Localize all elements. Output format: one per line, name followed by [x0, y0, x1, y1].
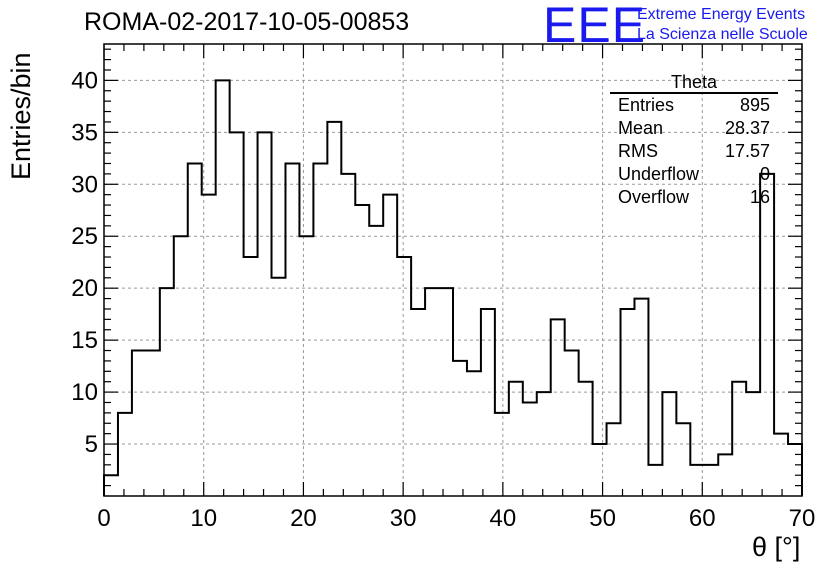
histogram-bin: [676, 423, 690, 496]
x-axis-label: θ [°]: [752, 532, 801, 562]
stats-value: 28.37: [724, 118, 770, 138]
histogram-bin: [146, 351, 160, 496]
y-tick-label: 25: [71, 223, 98, 250]
stats-box: Theta Entries 895 Mean 28.37 RMS 17.57 U…: [610, 72, 778, 209]
histogram-bin: [244, 257, 258, 496]
histogram-bin: [495, 413, 509, 496]
y-tick-label: 30: [71, 171, 98, 198]
histogram-bin: [272, 278, 286, 496]
histogram-bin: [174, 236, 188, 496]
stats-label: Overflow: [618, 187, 690, 207]
x-tick-label: 0: [97, 505, 110, 532]
stats-row-underflow: Underflow 0: [610, 163, 778, 186]
histogram-bin: [258, 132, 272, 496]
x-tick-label: 70: [789, 505, 816, 532]
stats-label: RMS: [618, 141, 658, 161]
stats-title: Theta: [610, 72, 778, 94]
x-tick-label: 10: [190, 505, 217, 532]
histogram-bin: [188, 163, 202, 496]
histogram-bin: [327, 122, 341, 496]
x-tick-label: 20: [290, 505, 317, 532]
stats-label: Mean: [618, 118, 664, 138]
histogram-bin: [760, 174, 774, 496]
x-axis-ticks: 0 10 20 30 40 50 60 70: [97, 44, 815, 532]
x-tick-label: 50: [589, 505, 616, 532]
histogram-bin: [355, 205, 369, 496]
histogram-bin: [565, 351, 579, 496]
stats-row-overflow: Overflow 16: [610, 186, 778, 209]
stats-value: 16: [749, 187, 770, 207]
stats-value: 17.57: [724, 141, 770, 161]
histogram-bin: [788, 444, 802, 496]
histogram-bin: [397, 257, 411, 496]
y-axis-ticks: 5 10 15 20 25 30 35 40: [71, 48, 802, 487]
histogram-bin: [285, 163, 299, 496]
histogram-bin: [313, 163, 327, 496]
logo-subtitle-1: Extreme Energy Events: [637, 6, 806, 23]
histogram-bin: [509, 382, 523, 496]
plot-frame: [103, 43, 803, 497]
stats-value: 895: [739, 95, 770, 115]
histogram-bin: [299, 236, 313, 496]
histogram-bin: [481, 309, 495, 496]
axes: [103, 43, 803, 497]
y-tick-label: 20: [71, 275, 98, 302]
stats-label: Underflow: [618, 164, 700, 184]
histogram-bin: [453, 361, 467, 496]
histogram-bin: [369, 226, 383, 496]
y-tick-label: 40: [71, 67, 98, 94]
histogram-outline: [103, 79, 803, 496]
stats-value: 0: [759, 164, 770, 184]
histogram-bin: [704, 465, 718, 496]
x-tick-label: 40: [490, 505, 517, 532]
histogram-bin: [732, 382, 746, 496]
histogram-bin: [383, 195, 397, 496]
logo-subtitle-2: La Scienza nelle Scuole: [637, 26, 808, 43]
histogram-bin: [230, 132, 244, 496]
chart-title: ROMA-02-2017-10-05-00853: [84, 8, 410, 36]
histogram-bin: [411, 309, 425, 496]
y-tick-label: 35: [71, 119, 98, 146]
stats-row-rms: RMS 17.57: [610, 140, 778, 163]
eee-logo: EEE: [543, 0, 647, 53]
histogram-bin: [467, 371, 481, 496]
histogram-bin: [523, 402, 537, 496]
histogram-bin: [621, 309, 635, 496]
histogram-bin: [774, 434, 788, 496]
y-axis-label: Entries/bin: [6, 52, 36, 180]
histogram-bin: [341, 174, 355, 496]
histogram-bin: [216, 80, 230, 496]
histogram-bin: [593, 444, 607, 496]
histogram-bin: [634, 299, 648, 496]
x-tick-label: 60: [689, 505, 716, 532]
histogram-bin: [648, 465, 662, 496]
histogram-bin: [607, 423, 621, 496]
x-tick-label: 30: [390, 505, 417, 532]
y-tick-label: 15: [71, 327, 98, 354]
stats-row-mean: Mean 28.37: [610, 117, 778, 140]
stats-label: Entries: [618, 95, 675, 115]
histogram-bin: [551, 319, 565, 496]
histogram-bin: [132, 351, 146, 496]
histogram-bin: [579, 382, 593, 496]
y-tick-label: 5: [85, 431, 98, 458]
stats-row-entries: Entries 895: [610, 94, 778, 117]
histogram-bin: [118, 413, 132, 496]
histogram-bin: [718, 454, 732, 496]
y-tick-label: 10: [71, 379, 98, 406]
